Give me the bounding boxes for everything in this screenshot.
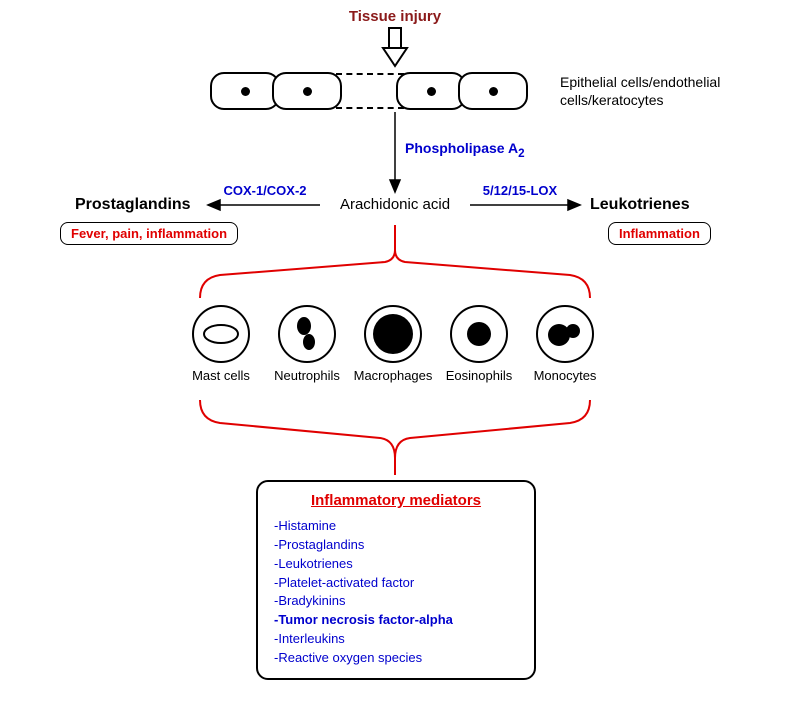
epithelial-cell	[458, 72, 528, 110]
mediator-item: -Interleukins	[274, 630, 518, 649]
epithelial-cell	[272, 72, 342, 110]
eosinophil-label: Eosinophils	[446, 368, 513, 383]
leukotrienes-title: Leukotrienes	[590, 196, 690, 214]
eosinophil-icon	[450, 305, 508, 363]
leukotrienes-effect-text: Inflammation	[619, 226, 700, 241]
phospholipase-label: Phospholipase A2	[405, 140, 525, 160]
epithelial-cells-label: Epithelial cells/endothelial cells/kerat…	[560, 74, 750, 109]
mediator-item: -Prostaglandins	[274, 536, 518, 555]
immune-cell-macrophage: Macrophages	[352, 305, 434, 383]
epithelial-gap	[336, 73, 404, 109]
mediators-list: -Histamine-Prostaglandins-Leukotrienes-P…	[274, 517, 518, 668]
prostaglandins-effect-text: Fever, pain, inflammation	[71, 226, 227, 241]
neutrophil-label: Neutrophils	[274, 368, 340, 383]
monocyte-label: Monocytes	[534, 368, 597, 383]
prostaglandins-effect-box: Fever, pain, inflammation	[60, 222, 238, 245]
mediator-item: -Reactive oxygen species	[274, 649, 518, 668]
immune-cell-neutrophil: Neutrophils	[266, 305, 348, 383]
mediator-item: -Platelet-activated factor	[274, 574, 518, 593]
mediators-box: Inflammatory mediators -Histamine-Prosta…	[256, 480, 536, 680]
epithelial-cell	[396, 72, 466, 110]
immune-cell-monocyte: Monocytes	[524, 305, 606, 383]
mediator-item: -Tumor necrosis factor-alpha	[274, 611, 518, 630]
mast-label: Mast cells	[192, 368, 250, 383]
phospholipase-sub: 2	[518, 147, 524, 160]
mast-icon	[192, 305, 250, 363]
macrophage-icon	[364, 305, 422, 363]
arachidonic-acid-label: Arachidonic acid	[320, 196, 470, 213]
cox-label: COX-1/COX-2	[210, 183, 320, 198]
tissue-injury-label: Tissue injury	[330, 8, 460, 25]
immune-cell-mast: Mast cells	[180, 305, 262, 383]
immune-cell-eosinophil: Eosinophils	[438, 305, 520, 383]
mediator-item: -Leukotrienes	[274, 555, 518, 574]
mediator-item: -Histamine	[274, 517, 518, 536]
mediator-item: -Bradykinins	[274, 592, 518, 611]
prostaglandins-title: Prostaglandins	[75, 196, 191, 214]
immune-cells-row: Mast cells Neutrophils Macrophages Eosinoph…	[180, 305, 606, 383]
lox-label: 5/12/15-LOX	[470, 183, 570, 198]
leukotrienes-effect-box: Inflammation	[608, 222, 711, 245]
phospholipase-text: Phospholipase A	[405, 140, 518, 156]
epithelial-cell	[210, 72, 280, 110]
neutrophil-icon	[278, 305, 336, 363]
monocyte-icon	[536, 305, 594, 363]
mediators-title: Inflammatory mediators	[274, 492, 518, 509]
epithelial-cell-row	[210, 72, 528, 110]
macrophage-label: Macrophages	[354, 368, 433, 383]
